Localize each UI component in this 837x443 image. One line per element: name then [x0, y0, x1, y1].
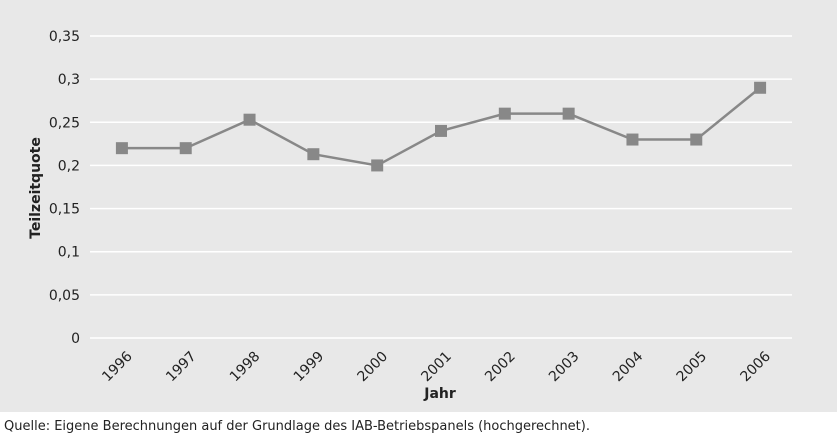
- data-point: [307, 148, 320, 161]
- data-point: [371, 159, 384, 172]
- y-tick-label: 0: [71, 331, 80, 347]
- y-tick-label: 0,3: [58, 72, 80, 88]
- y-tick-label: 0,2: [58, 158, 80, 174]
- data-point: [626, 133, 639, 146]
- data-point: [690, 133, 703, 146]
- y-tick-label: 0,1: [58, 245, 80, 261]
- data-point: [562, 107, 575, 120]
- x-axis-label: Jahr: [423, 386, 456, 402]
- data-point: [498, 107, 511, 120]
- data-point: [435, 124, 447, 137]
- y-tick-label: 0,15: [49, 202, 80, 218]
- data-point: [243, 113, 256, 126]
- y-tick-label: 0,05: [49, 288, 80, 304]
- chart-background: [0, 0, 837, 412]
- y-axis-label: Teilzeitquote: [28, 137, 44, 239]
- y-tick-label: 0,25: [49, 115, 80, 131]
- source-note: Quelle: Eigene Berechnungen auf der Grun…: [4, 419, 590, 434]
- data-point: [754, 81, 767, 94]
- data-point: [115, 142, 128, 155]
- y-tick-label: 0,35: [49, 29, 80, 45]
- data-point: [179, 142, 192, 155]
